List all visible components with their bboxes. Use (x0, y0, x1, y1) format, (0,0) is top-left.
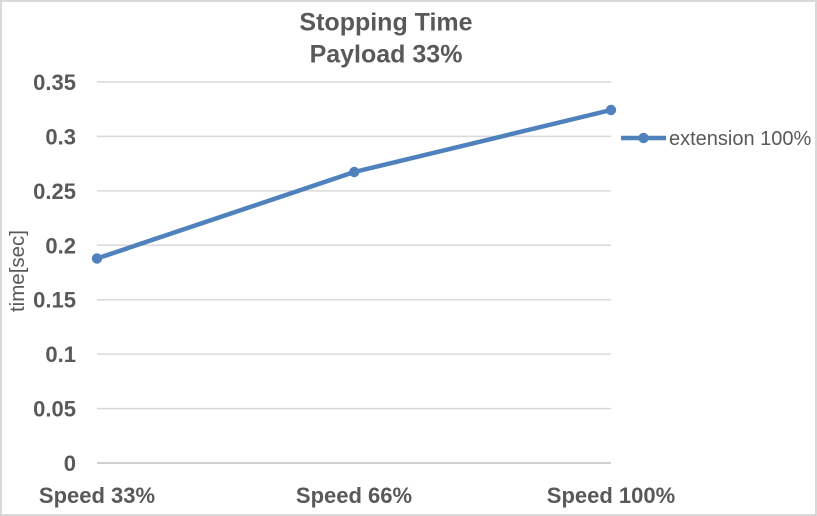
svg-text:0: 0 (64, 451, 76, 476)
svg-text:Speed 66%: Speed 66% (296, 483, 412, 508)
svg-text:Speed 33%: Speed 33% (39, 483, 155, 508)
svg-text:0.15: 0.15 (33, 288, 76, 313)
svg-text:0.2: 0.2 (45, 233, 76, 258)
svg-text:0.1: 0.1 (45, 342, 76, 367)
svg-text:extension 100%: extension 100% (669, 128, 812, 150)
svg-text:0.3: 0.3 (45, 124, 76, 149)
svg-text:time[sec]: time[sec] (6, 230, 29, 312)
svg-text:0.35: 0.35 (33, 70, 76, 95)
svg-text:Speed 100%: Speed 100% (547, 483, 675, 508)
svg-text:0.05: 0.05 (33, 397, 76, 422)
svg-text:0.25: 0.25 (33, 179, 76, 204)
svg-text:Payload 33%: Payload 33% (310, 41, 463, 69)
svg-text:Stopping Time: Stopping Time (299, 9, 472, 37)
